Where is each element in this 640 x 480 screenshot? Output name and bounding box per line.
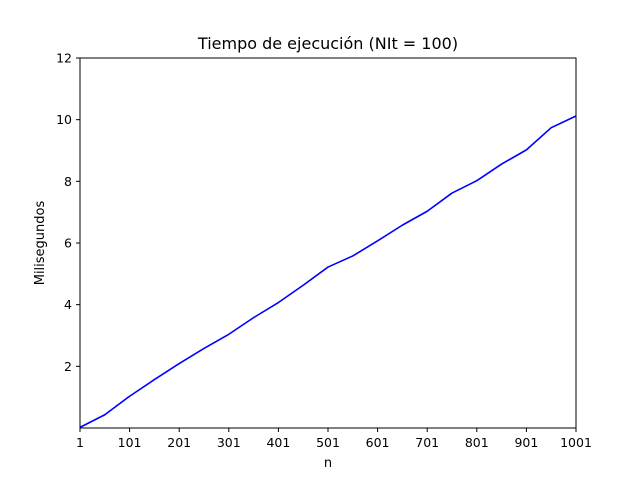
- plot-area: [79, 115, 577, 429]
- y-tick-label: 8: [64, 174, 72, 189]
- x-tick-label: 901: [514, 435, 538, 450]
- x-tick-label: 501: [316, 435, 340, 450]
- y-tick-label: 4: [64, 297, 72, 312]
- x-tick-label: 1: [76, 435, 84, 450]
- x-tick-label: 1001: [560, 435, 592, 450]
- x-axis-label: n: [324, 456, 332, 471]
- series-line-0: [79, 115, 577, 429]
- x-tick-label: 401: [266, 435, 290, 450]
- x-tick-label: 101: [118, 435, 142, 450]
- x-tick-label: 301: [217, 435, 241, 450]
- x-tick-label: 801: [465, 435, 489, 450]
- x-tick-label: 201: [167, 435, 191, 450]
- y-tick-label: 10: [56, 112, 72, 127]
- y-tick-label: 6: [64, 236, 72, 251]
- y-axis-label: Milisegundos: [33, 201, 48, 286]
- y-tick-label: 2: [64, 359, 72, 374]
- chart-title: Tiempo de ejecución (NIt = 100): [197, 34, 458, 53]
- x-tick-label: 601: [366, 435, 390, 450]
- x-tick-label: 701: [415, 435, 439, 450]
- y-tick-label: 12: [56, 51, 72, 66]
